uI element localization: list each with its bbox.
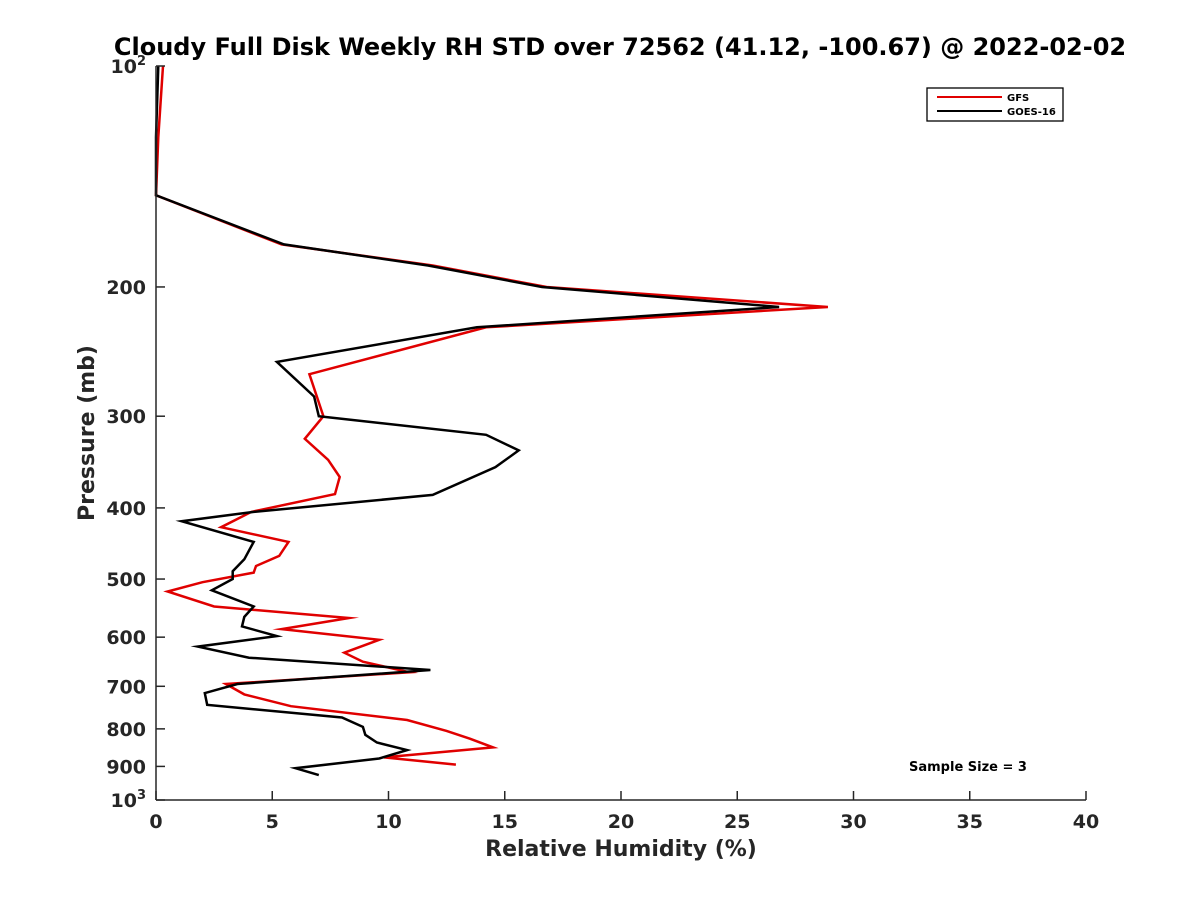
y-tick-label: 800 <box>106 719 146 741</box>
y-tick-label: 500 <box>106 569 146 591</box>
x-tick-label: 20 <box>608 811 634 833</box>
x-tick-label: 5 <box>266 811 279 833</box>
x-tick-label: 30 <box>840 811 866 833</box>
x-axis-label: Relative Humidity (%) <box>485 837 757 862</box>
series-layer <box>154 65 828 777</box>
x-tick-label: 15 <box>492 811 518 833</box>
y-tick-label: 600 <box>106 627 146 649</box>
y-tick-label: 103 <box>111 788 147 812</box>
sample-size-annotation: Sample Size = 3 <box>909 760 1027 775</box>
legend-box <box>926 87 1064 122</box>
legend: GFS GOES-16 <box>926 87 1064 122</box>
chart-title: Cloudy Full Disk Weekly RH STD over 7256… <box>114 33 1126 61</box>
legend-label-goes16: GOES-16 <box>1007 107 1056 118</box>
y-tick-label: 300 <box>106 406 146 428</box>
x-tick-label: 0 <box>149 811 162 833</box>
y-tick-label: 400 <box>106 498 146 520</box>
y-tick-label: 700 <box>106 676 146 698</box>
x-tick-label: 25 <box>724 811 750 833</box>
x-ticks: 0 5 10 15 20 25 30 35 40 <box>149 791 1099 833</box>
series-line-goes16 <box>154 65 780 777</box>
x-tick-label: 35 <box>957 811 983 833</box>
y-tick-label: 900 <box>106 756 146 778</box>
series-line-gfs <box>154 65 828 766</box>
plot-area <box>156 66 1086 800</box>
y-axis-label: Pressure (mb) <box>75 345 100 521</box>
y-ticks: 102 200 300 400 500 600 700 800 900 103 <box>106 54 165 812</box>
legend-label-gfs: GFS <box>1007 93 1029 104</box>
y-tick-label: 200 <box>106 277 146 299</box>
x-tick-label: 10 <box>375 811 401 833</box>
x-tick-label: 40 <box>1073 811 1099 833</box>
y-tick-label: 102 <box>111 54 147 78</box>
